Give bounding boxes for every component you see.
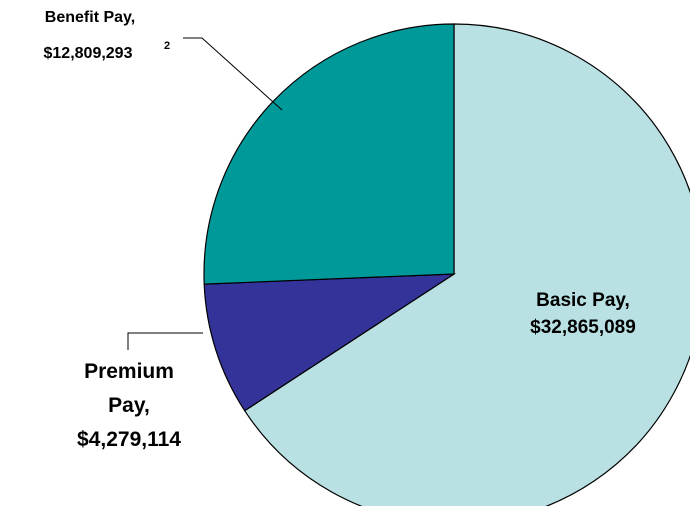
premium-pay-label-line2: Pay, (108, 394, 150, 417)
benefit-pay-slice (203, 23, 455, 285)
benefit-pay-footnote: 2 (164, 40, 170, 52)
benefit-pay-label: Benefit Pay, (45, 9, 135, 26)
basic-pay-value: $32,865,089 (530, 317, 636, 338)
premium-pay-leader-line (127, 332, 203, 350)
basic-pay-slice (243, 23, 690, 506)
pie-slices (203, 23, 690, 506)
premium-pay-label-line1: Premium (84, 360, 174, 383)
premium-pay-value: $4,279,114 (77, 428, 181, 451)
benefit-pay-leader-line (183, 37, 283, 111)
benefit-pay-value: $12,809,293 (44, 45, 133, 62)
basic-pay-label: Basic Pay, (536, 290, 630, 311)
premium-pay-slice (203, 273, 457, 412)
